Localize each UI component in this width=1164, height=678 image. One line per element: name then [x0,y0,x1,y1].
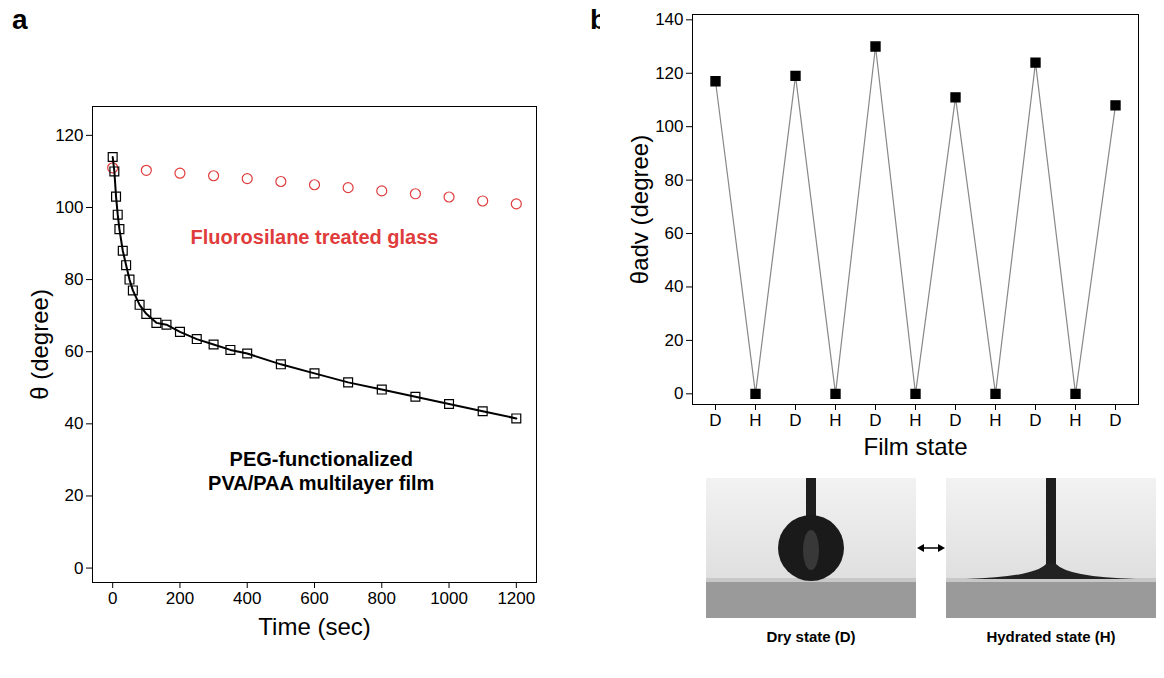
svg-text:140: 140 [655,10,683,29]
svg-text:H: H [909,411,921,430]
svg-text:Time (sec): Time (sec) [258,613,370,640]
svg-text:0: 0 [674,384,683,403]
svg-text:Film state: Film state [863,433,967,460]
svg-text:H: H [1069,411,1081,430]
svg-text:D: D [869,411,881,430]
svg-text:θ (degree): θ (degree) [26,289,53,400]
svg-text:20: 20 [665,331,684,350]
svg-text:θadv (degree): θadv (degree) [626,135,653,284]
svg-text:120: 120 [55,126,83,145]
svg-text:D: D [949,411,961,430]
svg-text:100: 100 [655,117,683,136]
svg-text:D: D [1109,411,1121,430]
svg-text:80: 80 [65,270,84,289]
svg-text:H: H [829,411,841,430]
svg-text:60: 60 [665,224,684,243]
svg-text:40: 40 [65,414,84,433]
svg-text:D: D [709,411,721,430]
svg-text:0: 0 [108,589,117,608]
html-text:a: a [12,4,28,35]
svg-text:PEG-functionalizedPVA/PAA mult: PEG-functionalizedPVA/PAA multilayer fil… [208,448,434,494]
svg-text:800: 800 [368,589,396,608]
svg-text:D: D [789,411,801,430]
svg-text:D: D [1029,411,1041,430]
svg-text:120: 120 [655,64,683,83]
svg-text:1000: 1000 [430,589,468,608]
svg-text:200: 200 [166,589,194,608]
svg-text:600: 600 [300,589,328,608]
svg-text:H: H [749,411,761,430]
html-text:Dry state (D): Dry state (D) [766,628,856,645]
svg-text:Fluorosilane treated glass: Fluorosilane treated glass [191,226,439,248]
svg-text:20: 20 [65,486,84,505]
svg-text:1200: 1200 [497,589,535,608]
svg-text:H: H [989,411,1001,430]
svg-text:0: 0 [74,559,83,578]
svg-text:400: 400 [233,589,261,608]
svg-text:60: 60 [65,342,84,361]
svg-text:100: 100 [55,198,83,217]
svg-text:40: 40 [665,277,684,296]
html-text:Hydrated state (H): Hydrated state (H) [986,628,1116,645]
html-text:b: b [590,4,608,35]
svg-text:80: 80 [665,171,684,190]
